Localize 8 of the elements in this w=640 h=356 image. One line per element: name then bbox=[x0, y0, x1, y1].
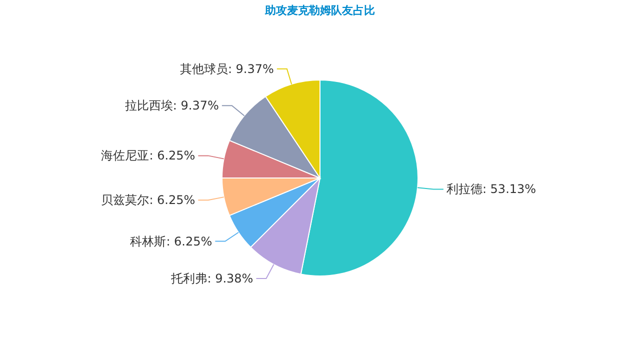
slice-label: 科林斯: 6.25% bbox=[130, 234, 212, 248]
slice-label: 拉比西埃: 9.37% bbox=[124, 98, 219, 113]
slice-label: 利拉德: 53.13% bbox=[446, 182, 536, 196]
slice-label: 贝兹莫尔: 6.25% bbox=[101, 193, 196, 208]
slice-label: 其他球员: 9.37% bbox=[180, 62, 274, 76]
slice-label: 海佐尼亚: 6.25% bbox=[101, 148, 196, 163]
chart-title: 助攻麦克勒姆队友占比 bbox=[264, 4, 375, 17]
slice-label: 托利弗: 9.38% bbox=[170, 272, 254, 286]
